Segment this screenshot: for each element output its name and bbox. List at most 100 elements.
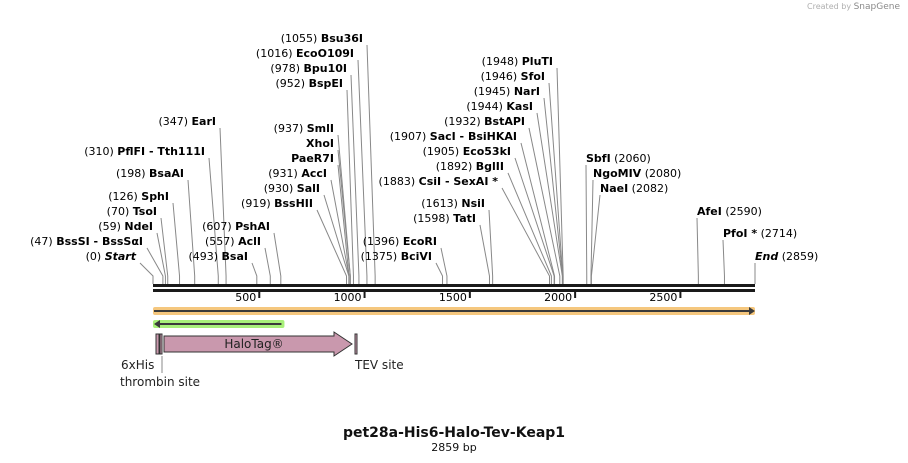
- restriction-site[interactable]: (930) SalI: [264, 182, 350, 284]
- 6xhis-feature[interactable]: [155, 333, 160, 355]
- enzyme-name: PluTI: [522, 55, 553, 68]
- enzyme-name: TsoI: [133, 205, 157, 218]
- site-label: (1396) EcoRI: [363, 235, 437, 248]
- snapgene-brand: SnapGene: [853, 2, 900, 12]
- restriction-site[interactable]: (198) BsaAI: [116, 167, 196, 284]
- restriction-site[interactable]: (978) Bpu10I: [270, 62, 360, 284]
- restriction-site[interactable]: PaeR7I: [291, 152, 350, 284]
- thrombin-site-feature[interactable]: [159, 333, 163, 355]
- site-label: (978) Bpu10I: [270, 62, 347, 75]
- site-label: AfeI (2590): [697, 205, 762, 218]
- restriction-site[interactable]: PfoI * (2714): [722, 227, 797, 284]
- site-leader-line: [543, 97, 564, 284]
- restriction-site[interactable]: (1055) Bsu36I: [281, 32, 376, 284]
- site-leader-line: [501, 187, 550, 284]
- site-label: (1946) SfoI: [481, 70, 545, 83]
- restriction-site[interactable]: (557) AclI: [205, 235, 271, 284]
- site-label: (0) Start: [86, 250, 137, 263]
- site-label: NaeI (2082): [600, 182, 668, 195]
- enzyme-name: BssHII: [274, 197, 313, 210]
- restriction-site[interactable]: (47) BssSI - BssSαI: [30, 235, 164, 284]
- site-label: (198) BsaAI: [116, 167, 184, 180]
- restriction-site[interactable]: NaeI (2082): [590, 182, 668, 284]
- enzyme-name: PshAI: [235, 220, 270, 233]
- enzyme-name: BssSI - BssSαI: [56, 235, 143, 248]
- restriction-site[interactable]: (1892) BglII: [436, 160, 552, 284]
- site-label: PaeR7I: [291, 152, 334, 165]
- restriction-site[interactable]: (1613) NsiI: [421, 197, 494, 284]
- restriction-site[interactable]: SbfI (2060): [585, 152, 651, 284]
- restriction-site[interactable]: (1883) CsiI - SexAI *: [379, 175, 550, 284]
- site-label: (607) PshAI: [202, 220, 270, 233]
- restriction-site[interactable]: (126) SphI: [108, 190, 181, 284]
- restriction-site[interactable]: (1907) SacI - BsiHKAI: [390, 130, 556, 284]
- site-label: (1944) KasI: [466, 100, 533, 113]
- halotag-feature[interactable]: [163, 331, 353, 357]
- enzyme-name: SmlI: [307, 122, 334, 135]
- restriction-site[interactable]: (1016) EcoO109I: [256, 47, 368, 284]
- enzyme-name: EcoO109I: [296, 47, 354, 60]
- restriction-site[interactable]: (1945) NarI: [474, 85, 564, 284]
- restriction-site[interactable]: (607) PshAI: [202, 220, 282, 284]
- site-leader-line: [337, 149, 351, 284]
- restriction-site[interactable]: (1932) BstAPI: [444, 115, 561, 284]
- enzyme-name: SacI - BsiHKAI: [430, 130, 517, 143]
- enzyme-name: XhoI: [306, 137, 334, 150]
- snapgene-credit: Created by SnapGene: [807, 2, 900, 12]
- site-label: (937) SmlI: [274, 122, 334, 135]
- site-label: End (2859): [755, 250, 818, 263]
- enzyme-name: NarI: [514, 85, 540, 98]
- restriction-site[interactable]: End (2859): [754, 250, 818, 284]
- axis-tick: [363, 291, 366, 298]
- tev-site-feature[interactable]: [354, 333, 358, 355]
- site-label: (59) NdeI: [98, 220, 153, 233]
- restriction-site[interactable]: (70) TsoI: [107, 205, 169, 284]
- restriction-site[interactable]: NgoMIV (2080): [590, 167, 681, 284]
- restriction-site[interactable]: (347) EarI: [158, 115, 227, 284]
- site-label: XhoI: [306, 137, 334, 150]
- restriction-site[interactable]: (1396) EcoRI: [363, 235, 448, 284]
- enzyme-name: EarI: [192, 115, 216, 128]
- site-leader-line: [172, 202, 181, 284]
- enzyme-name: SfoI: [521, 70, 545, 83]
- restriction-site[interactable]: (937) SmlI: [274, 122, 351, 284]
- restriction-site[interactable]: (59) NdeI: [98, 220, 166, 284]
- site-leader-line: [556, 67, 564, 284]
- site-leader-line: [357, 59, 368, 284]
- enzyme-name: NgoMIV: [593, 167, 642, 180]
- map-length: 2859 bp: [431, 441, 476, 454]
- enzyme-name: BciVI: [401, 250, 432, 263]
- site-leader-line: [219, 127, 227, 284]
- enzyme-name: KasI: [506, 100, 533, 113]
- enzyme-name: Start: [105, 250, 137, 263]
- restriction-site[interactable]: (919) BssHII: [241, 197, 348, 284]
- site-label: (1932) BstAPI: [444, 115, 525, 128]
- site-leader-line: [139, 262, 154, 284]
- site-leader-line: [488, 209, 494, 284]
- restriction-site[interactable]: (1598) TatI: [413, 212, 490, 284]
- restriction-site[interactable]: (1948) PluTI: [482, 55, 564, 284]
- site-label: (1613) NsiI: [421, 197, 485, 210]
- restriction-site[interactable]: (952) BspEI: [276, 77, 354, 284]
- green-arrow-head-icon: [154, 320, 160, 328]
- axis-tick: [468, 291, 471, 298]
- restriction-site[interactable]: AfeI (2590): [696, 205, 762, 284]
- site-leader-line: [146, 247, 164, 284]
- site-leader-line: [273, 232, 282, 284]
- site-label: NgoMIV (2080): [593, 167, 681, 180]
- restriction-site[interactable]: (931) AccI: [268, 167, 350, 284]
- restriction-site[interactable]: (0) Start: [86, 250, 154, 284]
- halotag-label: HaloTag®: [224, 337, 283, 351]
- restriction-site[interactable]: (310) PflFI - Tth111I: [84, 145, 219, 284]
- site-label: (347) EarI: [158, 115, 216, 128]
- enzyme-name: End: [755, 250, 778, 263]
- site-label: PfoI * (2714): [723, 227, 797, 240]
- site-leader-line: [440, 247, 448, 284]
- site-label: (1598) TatI: [413, 212, 476, 225]
- restriction-site[interactable]: (1375) BciVI: [361, 250, 444, 284]
- site-leader-line: [435, 262, 444, 284]
- enzyme-name: AfeI: [697, 205, 722, 218]
- restriction-site[interactable]: (1905) Eco53kI: [423, 145, 555, 284]
- restriction-site[interactable]: (493) BsaI: [188, 250, 258, 284]
- site-leader-line: [590, 194, 601, 284]
